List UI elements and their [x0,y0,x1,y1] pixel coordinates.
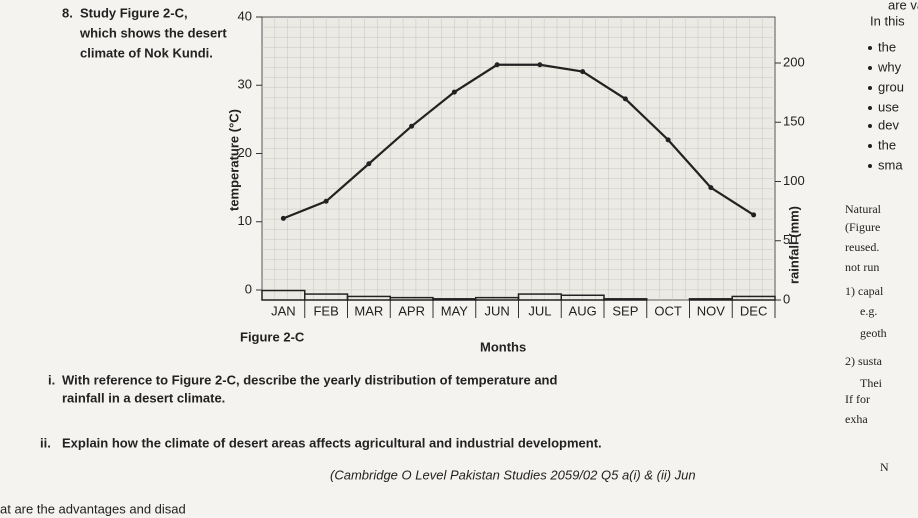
sidebar-text: N [880,460,889,474]
sidebar-text: dev [878,117,899,132]
sidebar-text: e.g. [860,304,877,318]
question-line: which shows the desert [79,25,227,40]
x-tick-label: FEB [313,303,338,318]
sidebar-text: the [878,39,896,54]
temperature-point [494,62,500,68]
bullet [868,164,872,168]
part-text: rainfall in a desert climate. [62,390,225,405]
footer-text: at are the advantages and disad [0,501,186,516]
y-tick-label: 40 [238,8,252,23]
rainfall-bar [603,298,648,301]
temperature-point [323,198,329,204]
x-tick-label: APR [398,303,425,318]
temperature-point [409,123,415,129]
rainfall-bar [731,295,776,301]
temperature-point [366,161,372,167]
part-label: i. [48,372,55,387]
y-tick-label: 0 [245,281,252,296]
sidebar-text: Thei [860,376,883,390]
y2-tick-label: 100 [783,173,805,188]
temperature-point [280,215,286,221]
bullet [868,66,872,70]
sidebar-text: not run [845,260,879,274]
sidebar-text: In this [870,13,905,28]
y2-tick-label: 150 [783,114,805,129]
sidebar-text: reused. [845,240,879,254]
sidebar-text: grou [878,79,904,94]
sidebar-text: why [877,59,902,74]
rainfall-bar [560,294,605,301]
bullet [868,144,872,148]
rainfall-bar [688,298,733,301]
sidebar-text: exha [845,412,868,426]
sidebar-text: (Figure [845,220,880,234]
y-tick-label: 30 [238,77,252,92]
part-text: Explain how the climate of desert areas … [62,435,602,450]
bullet [868,46,872,50]
x-tick-label: JUN [484,303,509,318]
question-line: Study Figure 2-C, [80,5,188,20]
temperature-point [537,62,543,68]
x-tick-label: OCT [654,303,682,318]
y2-tick-label: 50 [783,232,797,247]
x-tick-label: NOV [697,303,726,318]
question-number: 8. [62,5,73,20]
sidebar-text: use [878,99,899,114]
question-line: climate of Nok Kundi. [80,45,213,60]
part-text: With reference to Figure 2-C, describe t… [62,372,557,387]
x-tick-label: MAR [354,303,383,318]
temperature-line [282,63,755,220]
temperature-point [580,69,586,75]
y2-tick-label: 0 [783,291,790,306]
sidebar-text: geoth [860,326,887,340]
y-axis-label: temperature (°C) [226,109,241,211]
temperature-point [751,212,757,218]
figure-caption: Figure 2-C [240,329,305,344]
sidebar-text: 1) capal [845,284,884,298]
chart: 0 10 20 30 40 0 50 100 150 200 JAN FEB MAR APR MAY JUN J… [238,8,805,318]
sidebar-text: the [878,137,896,152]
temperature-point [665,137,671,143]
bullet [868,124,872,128]
source: (Cambridge O Level Pakistan Studies 2059… [330,467,696,482]
x-tick-label: JUL [528,303,551,318]
x-tick-label: SEP [612,303,638,318]
bullet [868,106,872,110]
bullet [868,86,872,90]
y2-tick-label: 200 [783,54,805,69]
sidebar: In this the why grou use dev the sma Natural (Fig… [845,13,905,473]
x-tick-label: AUG [569,303,597,318]
temperature-point [622,96,628,102]
part-label: ii. [40,435,51,450]
y2-axis-label: rainfall (mm) [786,206,801,284]
sidebar-text: 2) susta [845,354,883,368]
x-tick-label: DEC [740,303,767,318]
y-tick-label: 20 [238,145,252,160]
temperature-point [708,185,714,191]
corner-text: are vali [888,0,918,12]
y-tick-label: 10 [238,213,252,228]
x-tick-label: MAY [441,303,469,318]
sidebar-text: sma [878,157,903,172]
sidebar-text: Natural [845,202,882,216]
temperature-point [451,89,457,95]
rainfall-bar [432,298,477,301]
sidebar-text: If for [845,392,870,406]
x-tick-label: JAN [271,303,296,318]
x-axis-label: Months [480,339,526,354]
